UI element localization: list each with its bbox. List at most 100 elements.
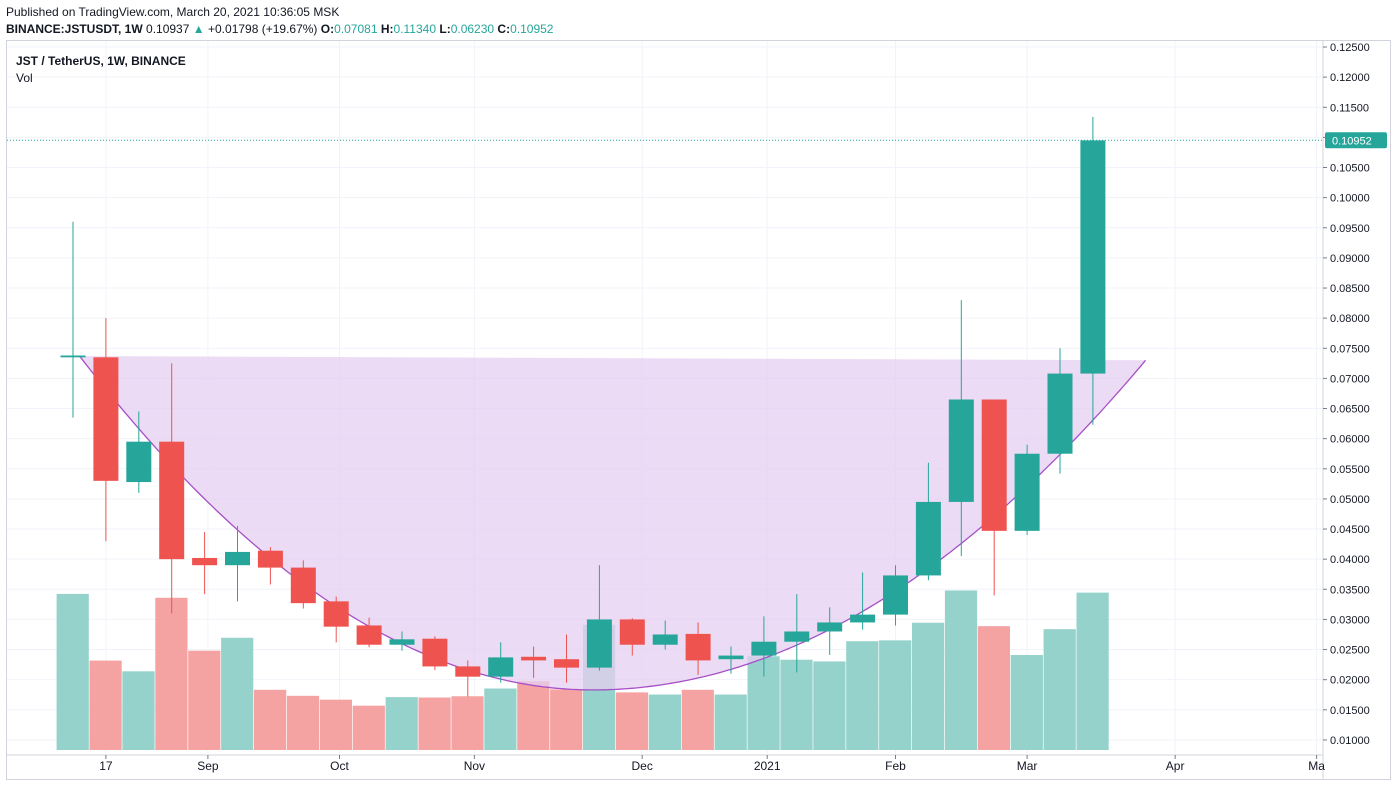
candle-body (159, 441, 185, 560)
open-label: O: (320, 22, 335, 36)
volume-bar (944, 590, 978, 750)
price-tick-label: 0.09500 (1330, 223, 1370, 235)
volume-legend: Vol (16, 71, 33, 85)
time-tick-label: Apr (1166, 759, 1185, 773)
last-price-badge-label: 0.10952 (1332, 135, 1372, 147)
price-tick-label: 0.12000 (1330, 72, 1370, 84)
candle-body (323, 601, 349, 627)
time-tick-label: Mar (1017, 759, 1038, 773)
low-value: 0.06230 (450, 22, 495, 36)
close-value: 0.10952 (510, 22, 554, 36)
candle-body (290, 567, 316, 604)
time-tick-label: Feb (885, 759, 906, 773)
candle-body (521, 656, 547, 661)
price-tick-label: 0.03500 (1330, 584, 1370, 596)
volume-bar (188, 650, 221, 750)
chart-panel[interactable]: 0.01000 0.01500 0.02000 0.02500 0.03000 0.035… (6, 40, 1391, 780)
candle-body (225, 551, 250, 566)
price-tick-label: 0.06000 (1330, 434, 1370, 446)
price-chart[interactable]: 0.01000 0.01500 0.02000 0.02500 0.03000 0.035… (7, 41, 1390, 779)
price-tick-label: 0.02000 (1330, 675, 1370, 687)
volume-bar (122, 671, 155, 750)
chart-legend-title: JST / TetherUS, 1W, BINANCE (16, 54, 186, 68)
candle-body (1080, 140, 1106, 374)
price-tick-label: 0.08500 (1330, 283, 1370, 295)
volume-bar (56, 593, 89, 750)
volume-bar (846, 641, 879, 750)
time-tick-label: 2021 (754, 759, 781, 773)
high-label: H: (380, 22, 394, 36)
candle-body (1014, 453, 1040, 531)
candle-body (751, 641, 777, 656)
price-tick-label: 0.01000 (1330, 735, 1370, 747)
price-tick-label: 0.03000 (1330, 614, 1370, 626)
price-tick-label: 0.06500 (1330, 404, 1370, 416)
last-price-label: 0.10937 (146, 22, 190, 36)
candle-body (93, 357, 119, 481)
time-tick-label: Sep (197, 759, 219, 773)
time-tick-label: 17 (99, 759, 113, 773)
volume-bar (714, 694, 747, 750)
candle-body (652, 634, 678, 645)
price-tick-label: 0.10000 (1330, 193, 1370, 205)
volume-bar (254, 689, 287, 750)
candle-body (619, 619, 645, 645)
candle-body (784, 631, 810, 642)
candle-body (126, 441, 152, 483)
volume-bar (418, 697, 451, 750)
close-label: C: (497, 22, 511, 36)
low-label: L: (439, 22, 451, 36)
volume-bar (484, 688, 517, 750)
cup-pattern-curve (79, 355, 1147, 691)
volume-bar (780, 659, 813, 750)
price-tick-label: 0.09000 (1330, 253, 1370, 265)
price-tick-label: 0.05500 (1330, 464, 1370, 476)
change-arrow-icon: ▲ (192, 22, 205, 36)
price-tick-label: 0.10500 (1330, 163, 1370, 175)
volume-bar (89, 660, 122, 750)
volume-bar (912, 622, 945, 750)
last-price-badge (1325, 132, 1387, 149)
time-tick-label: Ma (1308, 759, 1325, 773)
ohlc-header: BINANCE:JSTUSDT, 1W 0.10937 ▲ +0.01798 (… (6, 22, 553, 36)
candle-body (981, 399, 1007, 531)
candle-body (488, 657, 514, 677)
volume-bar (681, 689, 714, 750)
time-tick-label: Dec (631, 759, 652, 773)
volume-bar (813, 661, 846, 750)
volume-bar (319, 699, 352, 750)
change-label: +0.01798 (+19.67%) (208, 22, 318, 36)
price-tick-label: 0.08000 (1330, 313, 1370, 325)
volume-bar (385, 697, 418, 750)
high-value: 0.11340 (393, 22, 437, 36)
candle-body (685, 633, 711, 661)
price-tick-label: 0.01500 (1330, 705, 1370, 717)
candle-body (389, 639, 415, 645)
price-tick-label: 0.12500 (1330, 42, 1370, 54)
price-tick-label: 0.05000 (1330, 494, 1370, 506)
volume-bar (977, 626, 1010, 750)
volume-bar (550, 689, 583, 750)
time-tick-label: Oct (330, 759, 349, 773)
published-note: Published on TradingView.com, March 20, … (6, 5, 340, 19)
volume-bar (451, 696, 484, 750)
price-tick-label: 0.07000 (1330, 373, 1370, 385)
volume-bar (615, 692, 649, 750)
candle-body (60, 355, 86, 358)
time-tick-label: Nov (464, 759, 485, 773)
candle-body (586, 619, 612, 668)
symbol-label: BINANCE:JSTUSDT, 1W (6, 22, 143, 36)
price-tick-label: 0.04500 (1330, 524, 1370, 536)
candle-body (257, 550, 283, 568)
price-tick-label: 0.11500 (1330, 102, 1369, 114)
price-tick-label: 0.02500 (1330, 645, 1370, 657)
candle-body (455, 666, 481, 677)
volume-bar (1010, 654, 1043, 750)
price-tick-label: 0.04000 (1330, 554, 1370, 566)
candle-body (422, 638, 448, 667)
candle-body (554, 659, 579, 668)
volume-bar (221, 637, 254, 750)
candle-body (1047, 373, 1073, 454)
volume-bar (352, 705, 385, 750)
price-tick-label: 0.07500 (1330, 343, 1370, 355)
